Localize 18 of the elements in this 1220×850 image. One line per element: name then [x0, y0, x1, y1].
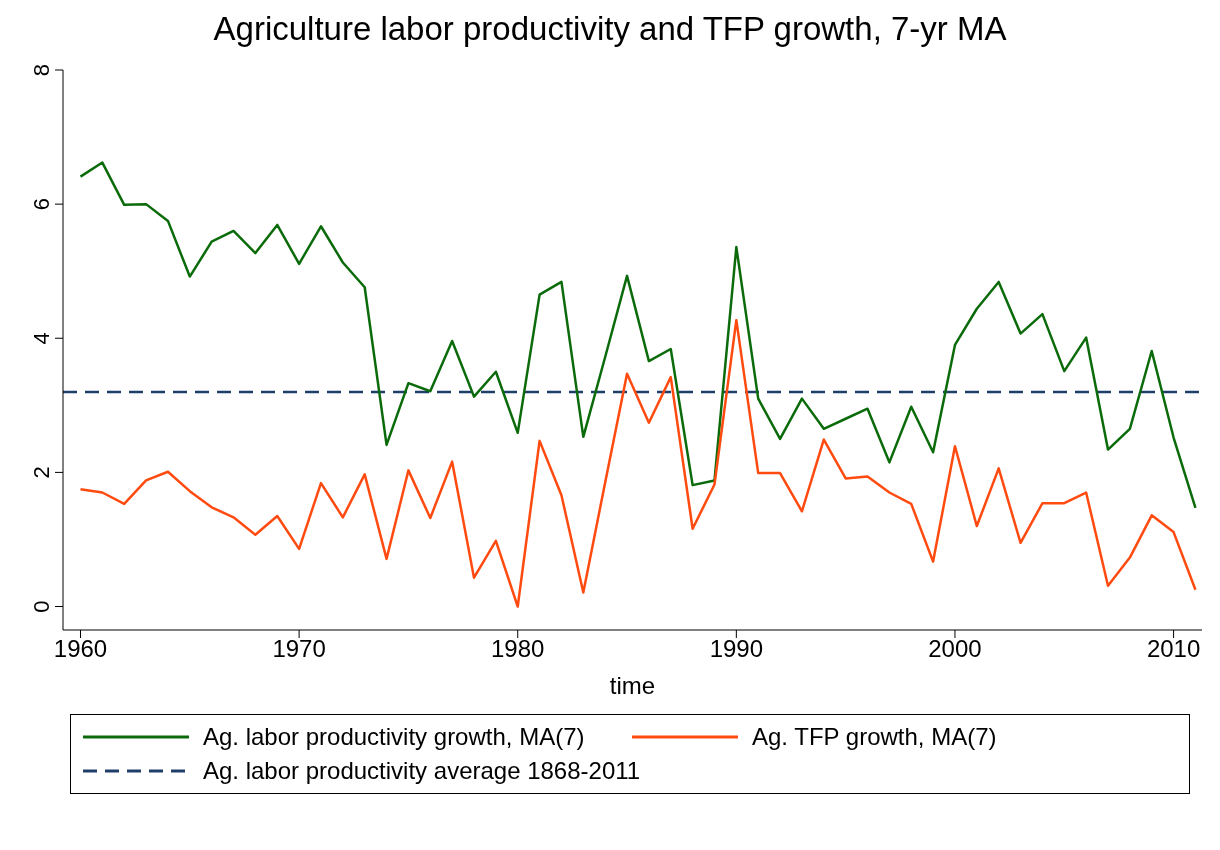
x-tick-label: 1970 [272, 635, 326, 663]
y-tick-label: 6 [29, 198, 54, 211]
x-tick-label: 1960 [53, 635, 108, 663]
legend-label: Ag. labor productivity average 1868-2011 [203, 757, 641, 785]
line-series [79, 161, 1197, 510]
x-tick-label: 1980 [491, 635, 545, 663]
x-tick-label: 2000 [928, 635, 982, 663]
y-tick-label: 0 [29, 600, 54, 613]
y-tick-label: 8 [29, 63, 54, 77]
x-tick-label: 1990 [709, 635, 764, 663]
legend-label: Ag. TFP growth, MA(7) [752, 723, 997, 751]
legend-label: Ag. labor productivity growth, MA(7) [203, 723, 585, 751]
line-series [79, 318, 1197, 608]
y-tick-label: 2 [29, 466, 54, 479]
y-tick-label: 4 [29, 332, 54, 345]
chart-title: Agriculture labor productivity and TFP growth, 7-yr MA [212, 9, 1008, 49]
x-axis-title: time [609, 672, 656, 699]
x-tick-label: 2010 [1146, 635, 1201, 663]
